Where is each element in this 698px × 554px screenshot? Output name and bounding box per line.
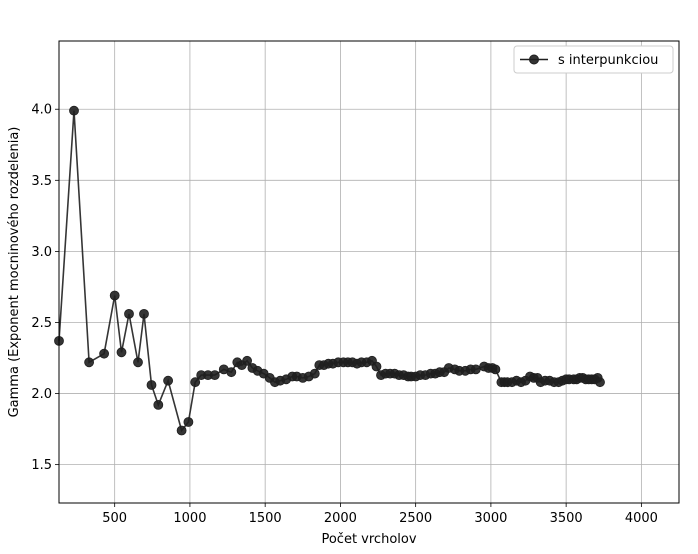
- data-point: [163, 375, 174, 386]
- data-point: [176, 425, 187, 436]
- legend-label: s interpunkciou: [558, 53, 658, 68]
- x-tick-label: 3000: [474, 511, 507, 526]
- data-point: [109, 290, 120, 301]
- data-point: [153, 399, 164, 410]
- data-point: [226, 367, 237, 378]
- data-point: [146, 380, 157, 390]
- grid: [59, 41, 679, 503]
- x-tick-label: 1000: [173, 511, 206, 526]
- data-point: [470, 364, 481, 375]
- data-point: [99, 348, 109, 359]
- x-tick-label: 2000: [324, 511, 357, 526]
- data-point: [242, 355, 253, 366]
- data-point: [595, 377, 605, 388]
- y-tick-label: 4.0: [31, 103, 52, 118]
- data-point: [309, 368, 320, 379]
- legend-box: [513, 45, 674, 74]
- data-point: [183, 417, 194, 427]
- data-point: [69, 105, 79, 116]
- legend-marker: [529, 54, 539, 65]
- legend: s interpunkciou: [513, 45, 674, 74]
- plot-frame: [58, 40, 680, 504]
- x-tick-label: 3500: [550, 511, 583, 526]
- series-layer: [54, 105, 605, 436]
- data-point: [490, 364, 501, 375]
- ticks: 500 1000 1500 2000 2500 3000 3500 4000 1.5 2.0 2.5…: [31, 103, 658, 526]
- data-point: [133, 357, 143, 368]
- data-point: [139, 308, 149, 319]
- x-tick-label: 2500: [399, 511, 432, 526]
- x-tick-label: 1500: [249, 511, 282, 526]
- y-tick-label: 2.0: [31, 387, 52, 402]
- y-tick-label: 3.0: [31, 245, 52, 260]
- y-tick-label: 3.5: [31, 174, 52, 189]
- y-tick-label: 2.5: [31, 316, 52, 331]
- plot-background: [59, 41, 679, 503]
- data-point: [124, 308, 134, 319]
- y-axis-label: Gamma (Exponent mocninového rozdelenia): [7, 127, 22, 418]
- y-tick-label: 1.5: [31, 458, 52, 473]
- data-point: [209, 370, 220, 381]
- x-tick-label: 500: [102, 511, 127, 526]
- data-point: [190, 377, 201, 388]
- x-tick-label: 4000: [625, 511, 658, 526]
- data-point: [116, 347, 127, 358]
- data-point: [84, 357, 94, 368]
- x-axis-label: Počet vrcholov: [321, 532, 416, 547]
- data-point: [371, 361, 382, 372]
